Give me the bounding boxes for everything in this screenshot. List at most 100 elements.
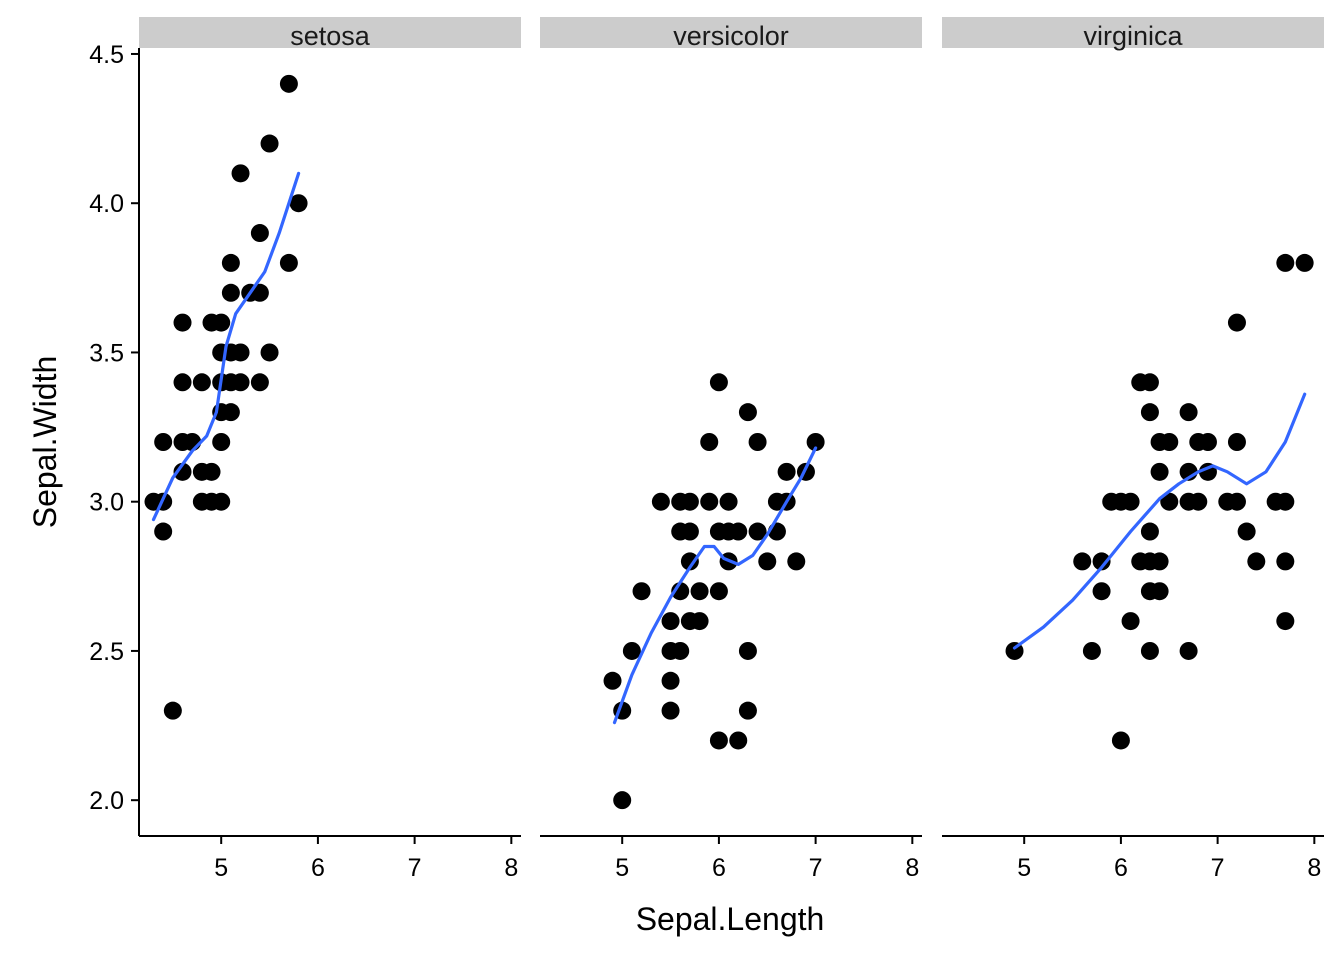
data-point xyxy=(1073,552,1092,571)
data-point xyxy=(221,283,240,302)
panel-versicolor: versicolor 5 6 7 8 xyxy=(540,17,922,882)
data-point xyxy=(738,403,757,422)
data-point xyxy=(1227,433,1246,451)
x-tick-label: 6 xyxy=(311,854,325,882)
data-point xyxy=(680,492,699,511)
data-point xyxy=(1111,731,1130,750)
data-point xyxy=(777,462,796,481)
data-point xyxy=(231,343,250,362)
data-point xyxy=(1121,612,1140,631)
data-point xyxy=(1276,612,1295,631)
data-point xyxy=(1092,552,1111,571)
data-point xyxy=(719,492,738,511)
data-point xyxy=(1150,582,1169,601)
data-point xyxy=(260,134,279,153)
y-tick-label: 2.5 xyxy=(89,638,124,666)
y-tick-label: 2.0 xyxy=(89,787,124,815)
data-point xyxy=(680,552,699,571)
data-point xyxy=(173,313,192,332)
data-point xyxy=(738,641,757,660)
y-tick-label: 3.5 xyxy=(89,339,124,367)
data-point xyxy=(748,522,767,541)
data-point xyxy=(154,433,173,451)
data-point xyxy=(1198,433,1217,451)
data-point xyxy=(212,433,231,451)
data-point xyxy=(709,373,728,392)
data-point xyxy=(729,522,748,541)
data-point xyxy=(1227,313,1246,332)
data-point xyxy=(671,641,690,660)
data-point xyxy=(183,433,202,451)
strip-label: versicolor xyxy=(673,21,789,51)
data-point xyxy=(738,701,757,720)
data-point xyxy=(1160,492,1179,511)
data-point xyxy=(1082,641,1101,660)
data-point xyxy=(231,164,250,183)
data-point xyxy=(173,462,192,481)
data-point xyxy=(1140,522,1159,541)
smooth-line xyxy=(1012,392,1307,650)
data-point xyxy=(622,641,641,660)
data-point xyxy=(279,253,298,272)
strip-background xyxy=(942,17,1324,48)
data-point xyxy=(613,791,632,810)
strip-background xyxy=(139,17,521,48)
data-point xyxy=(690,582,709,601)
data-point xyxy=(212,492,231,511)
strip-label: setosa xyxy=(290,21,371,51)
data-point xyxy=(1179,403,1198,422)
y-axis: 2.0 2.5 3.0 3.5 4.0 4.5 xyxy=(89,41,140,836)
smooth-line xyxy=(612,446,818,725)
x-tick-label: 8 xyxy=(905,854,919,882)
data-point xyxy=(1140,373,1159,392)
data-point xyxy=(1140,403,1159,422)
data-point xyxy=(1237,522,1256,541)
strip-label: virginica xyxy=(1083,21,1183,51)
data-point xyxy=(173,373,192,392)
data-point xyxy=(1276,552,1295,571)
data-point xyxy=(1092,582,1111,601)
strip-background xyxy=(540,17,922,48)
data-point xyxy=(709,582,728,601)
data-point xyxy=(1295,253,1314,272)
data-point xyxy=(1160,433,1179,451)
data-point xyxy=(250,283,269,302)
data-point xyxy=(1121,492,1140,511)
data-point xyxy=(700,433,719,451)
x-tick-label: 7 xyxy=(408,854,422,882)
data-point xyxy=(163,701,182,720)
data-point xyxy=(651,492,670,511)
data-point xyxy=(680,522,699,541)
x-tick-label: 6 xyxy=(1114,854,1128,882)
data-point xyxy=(1247,552,1266,571)
facet-panels: setosa 5 6 7 8 versicolor 5 6 7 8 virginica 5 6 7 8 xyxy=(139,17,1324,882)
data-point xyxy=(279,74,298,93)
y-tick-label: 4.5 xyxy=(89,41,124,69)
y-axis-title: Sepal.Width xyxy=(27,356,63,529)
data-point xyxy=(1179,641,1198,660)
data-point xyxy=(603,671,622,690)
x-tick-label: 5 xyxy=(214,854,228,882)
data-point xyxy=(690,612,709,631)
data-point xyxy=(1150,552,1169,571)
data-point xyxy=(661,612,680,631)
data-point xyxy=(1150,462,1169,481)
data-point xyxy=(221,403,240,422)
y-tick-label: 3.0 xyxy=(89,489,124,517)
data-point xyxy=(758,552,777,571)
data-point xyxy=(1227,492,1246,511)
data-point xyxy=(806,433,825,451)
data-point xyxy=(661,701,680,720)
data-point xyxy=(787,552,806,571)
data-point xyxy=(250,373,269,392)
data-point xyxy=(1140,641,1159,660)
data-point xyxy=(1276,253,1295,272)
y-tick-label: 4.0 xyxy=(89,190,124,218)
data-point xyxy=(260,343,279,362)
data-point xyxy=(661,671,680,690)
data-point xyxy=(748,433,767,451)
x-tick-label: 7 xyxy=(809,854,823,882)
data-point xyxy=(154,522,173,541)
data-point xyxy=(289,194,308,213)
